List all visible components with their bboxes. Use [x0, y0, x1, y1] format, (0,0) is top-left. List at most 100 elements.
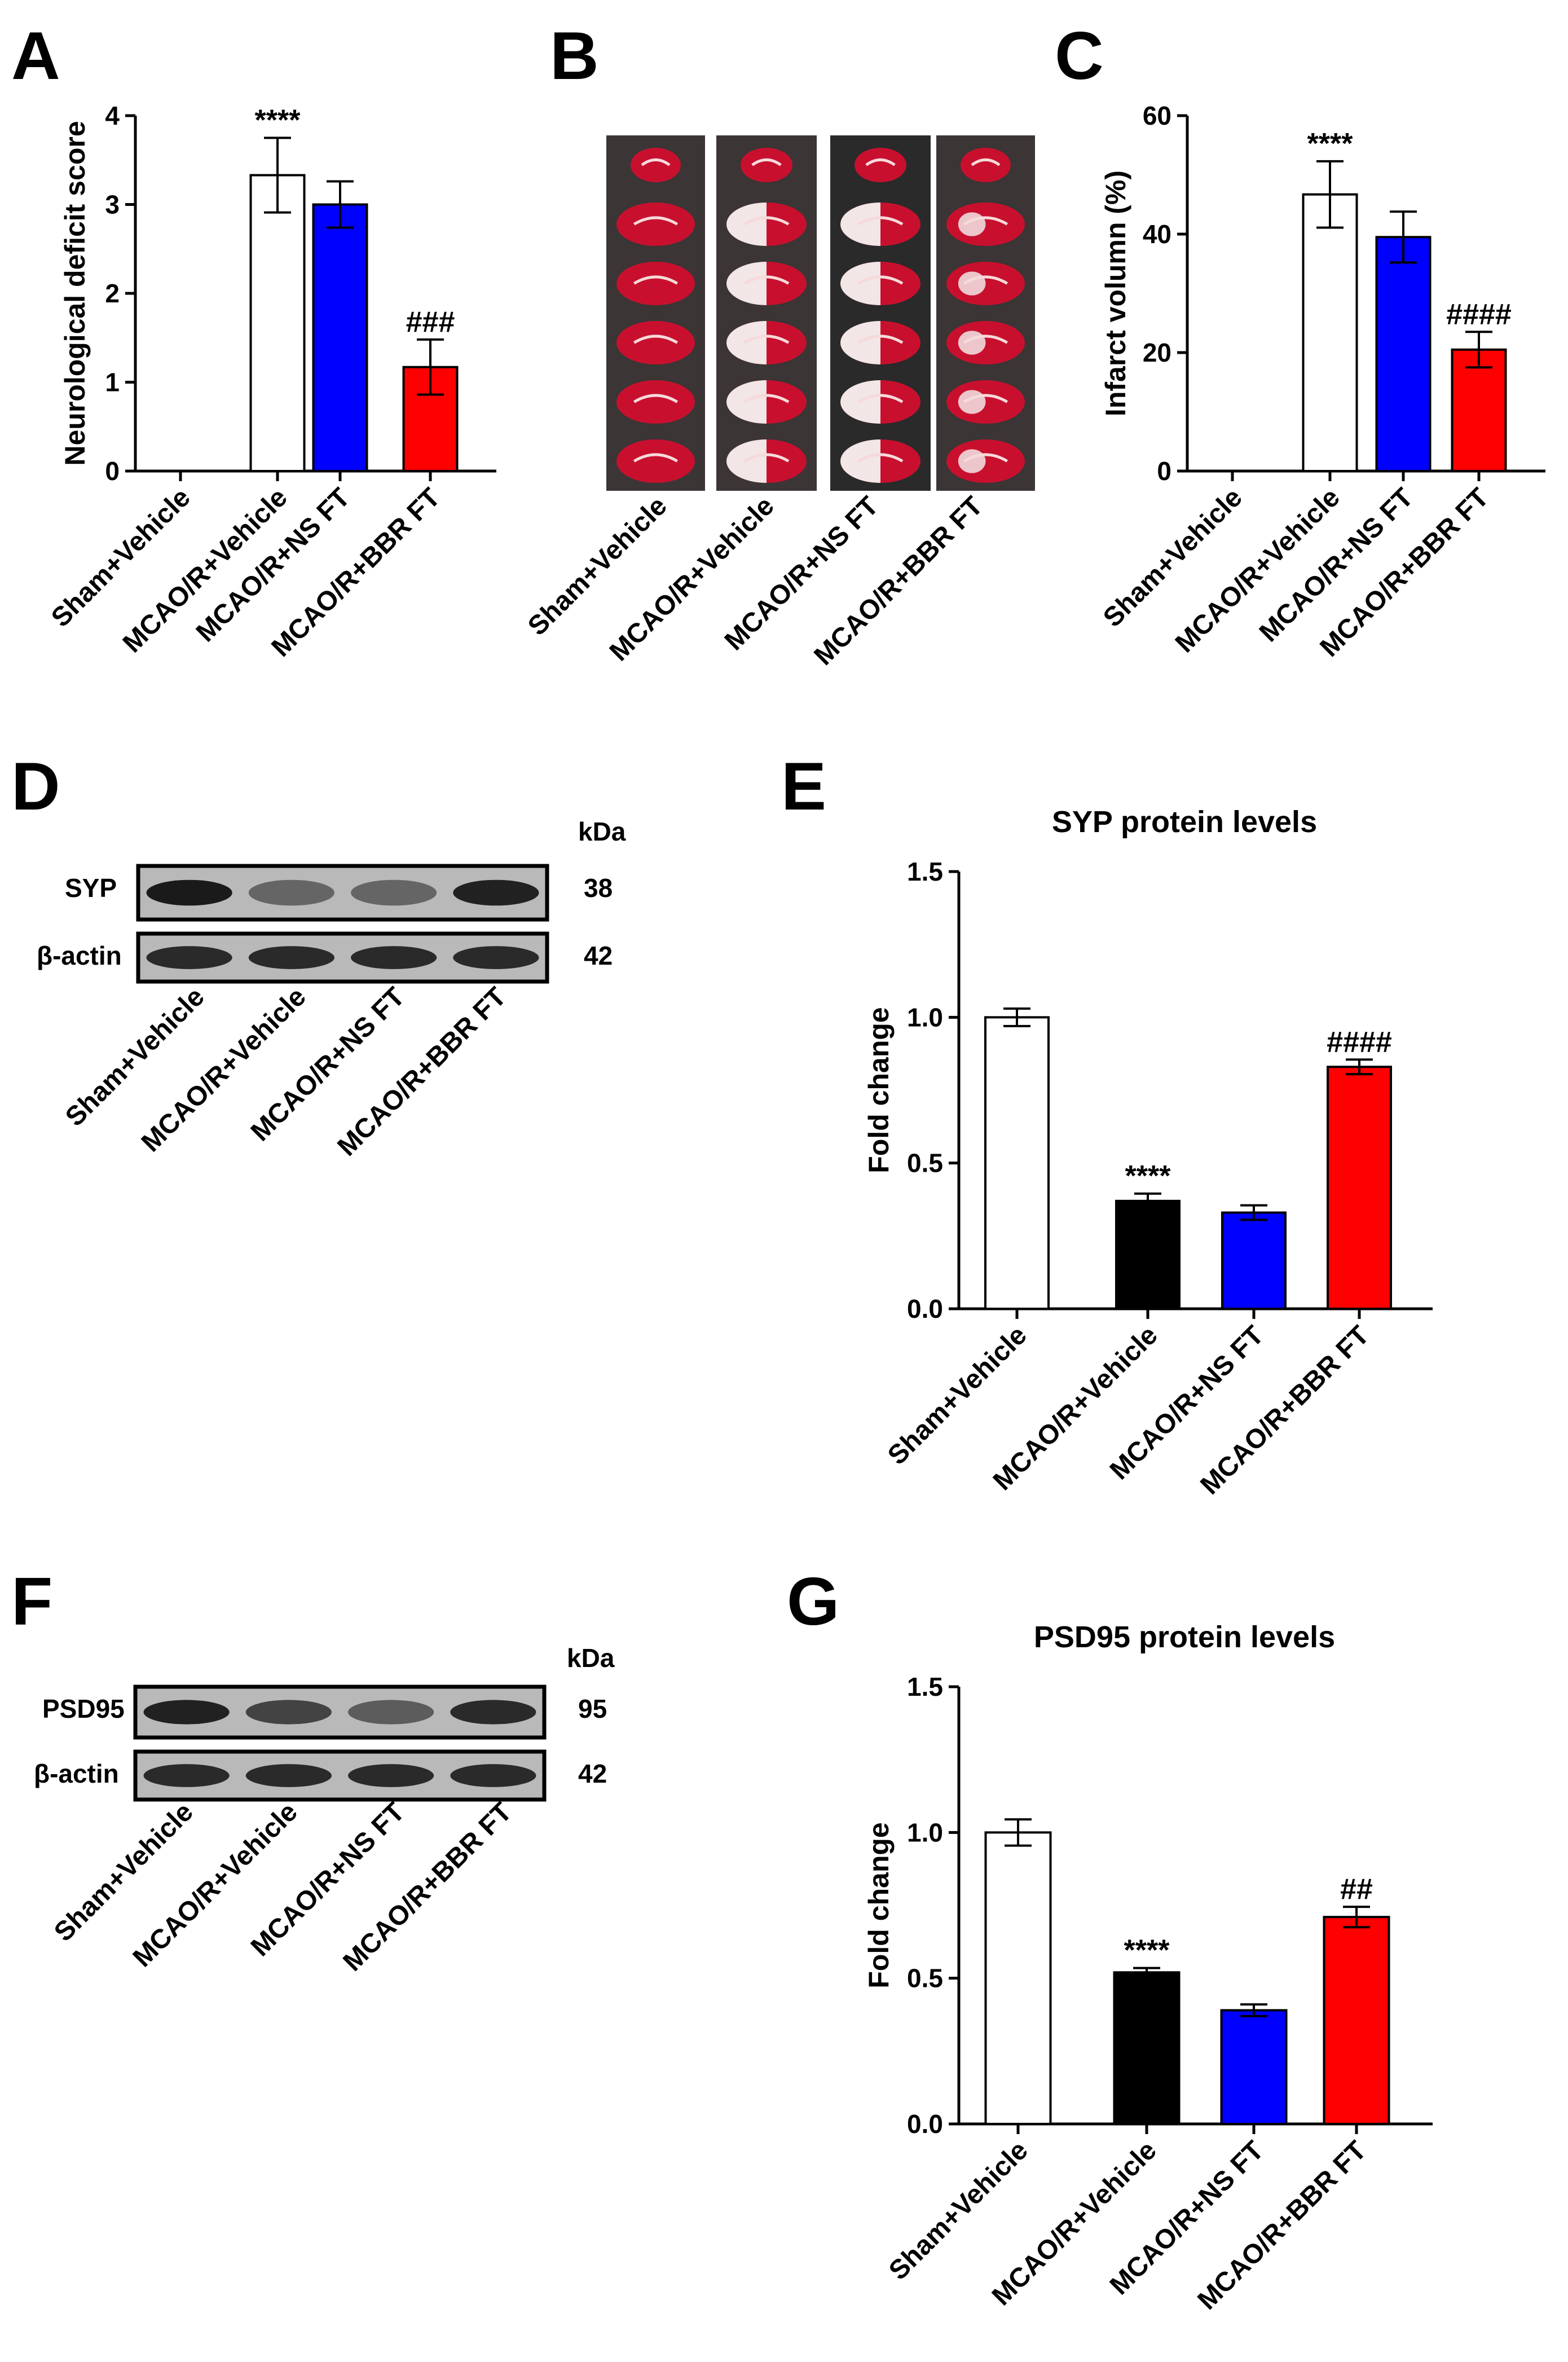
brain-slice-0-5 — [616, 439, 695, 483]
y-tick-label-a-2: 2 — [105, 279, 120, 308]
band-label-actin-f: β-actin — [34, 1759, 119, 1788]
y-tick-label-a-0: 0 — [105, 456, 120, 486]
y-tick-label-c-2: 40 — [1143, 219, 1171, 249]
bar-c-1 — [1302, 193, 1358, 472]
panel-label-d: D — [11, 749, 60, 824]
white-matter-1-0 — [751, 158, 782, 166]
white-matter-3-5 — [963, 453, 1008, 463]
bar-g-3 — [1323, 1916, 1390, 2126]
band-kda-syp: 38 — [584, 873, 613, 903]
y-tick-label-e-2: 1.0 — [907, 1002, 943, 1032]
white-matter-2-1 — [857, 216, 904, 226]
y-tick-label-e-0: 0.0 — [907, 1294, 943, 1323]
significance-e-1: **** — [1125, 1160, 1171, 1193]
blot-f-band-1-2 — [348, 1764, 434, 1787]
y-tick-label-a-4: 4 — [105, 101, 120, 130]
blot-f-band-0-0 — [143, 1700, 230, 1725]
y-tick-label-a-3: 3 — [105, 190, 120, 219]
blot-f-band-1-1 — [245, 1764, 332, 1787]
y-tick-label-g-0: 0.0 — [907, 2109, 943, 2139]
significance-a-3: ### — [406, 306, 455, 338]
y-axis-label-g: Fold change — [863, 1822, 895, 1988]
blot-d-band-1-1 — [248, 946, 334, 969]
band-label-psd95: PSD95 — [42, 1694, 125, 1723]
chart-title-e: SYP protein levels — [1052, 805, 1317, 839]
bar-e-0 — [984, 1016, 1050, 1310]
white-matter-0-2 — [633, 275, 679, 285]
significance-e-3: #### — [1327, 1026, 1392, 1058]
x-tick-label-e-0: Sham+Vehicle — [882, 1320, 1033, 1471]
band-label-actin-d: β-actin — [37, 941, 122, 970]
bar-g-1 — [1113, 1971, 1181, 2125]
brain-slice-0-1 — [616, 203, 695, 246]
panel-label-f: F — [11, 1564, 52, 1639]
y-axis-label-c: Infarct volumn (%) — [1100, 170, 1131, 416]
infarct-region-3-2 — [958, 271, 986, 296]
western-blot-f: kDa PSD95 95 β-actin 42 — [34, 1643, 615, 1802]
infarct-region-3-3 — [958, 331, 986, 355]
brain-slice-1-0 — [741, 148, 792, 182]
ttc-stained-slices — [606, 135, 1035, 491]
x-tick-label-a-3: MCAO/R+BBR FT — [266, 482, 446, 662]
y-tick-label-e-1: 0.5 — [907, 1149, 943, 1178]
white-matter-3-0 — [971, 158, 1001, 166]
panel-label-e: E — [781, 749, 826, 824]
slice-column-2 — [830, 135, 931, 491]
y-axis-label-e: Fold change — [863, 1007, 895, 1173]
x-tick-label-g-0: Sham+Vehicle — [883, 2135, 1034, 2286]
y-tick-label-c-0: 0 — [1157, 456, 1171, 486]
y-tick-label-e-3: 1.5 — [907, 857, 943, 886]
y-tick-label-g-1: 0.5 — [907, 1964, 943, 1993]
y-tick-label-c-1: 20 — [1143, 338, 1171, 367]
chart-g-psd95-levels: 0.0 0.5 1.0 1.5 Fold change PSD95 protein lev… — [863, 1620, 1433, 2316]
white-matter-3-3 — [963, 335, 1008, 344]
kda-header-d: kDa — [578, 817, 626, 846]
panel-label-c: C — [1055, 18, 1104, 94]
brain-slice-3-0 — [961, 148, 1011, 182]
blot-d-band-0-1 — [248, 879, 334, 906]
white-matter-0-5 — [633, 453, 679, 463]
bar-g-2 — [1220, 2009, 1288, 2125]
bar-a-2 — [312, 203, 368, 472]
significance-g-3: ## — [1340, 1873, 1373, 1906]
white-matter-2-5 — [857, 453, 904, 463]
blot-d-band-1-3 — [453, 946, 539, 969]
significance-a-1: **** — [255, 104, 301, 137]
white-matter-2-0 — [865, 158, 896, 166]
y-tick-label-g-3: 1.5 — [907, 1672, 943, 1701]
brain-slice-0-2 — [616, 262, 695, 305]
infarct-region-3-5 — [958, 449, 986, 473]
blot-f-band-0-3 — [450, 1700, 536, 1725]
white-matter-2-4 — [857, 394, 904, 403]
white-matter-2-2 — [857, 275, 904, 285]
blot-d-band-1-0 — [146, 946, 232, 969]
blot-d-band-0-3 — [453, 879, 539, 906]
bar-e-1 — [1115, 1199, 1181, 1310]
kda-header-f: kDa — [567, 1643, 615, 1673]
bar-e-3 — [1327, 1066, 1392, 1310]
bar-g-0 — [984, 1831, 1052, 2125]
blot-f-band-0-1 — [245, 1700, 332, 1725]
blot-f-band-1-0 — [143, 1764, 230, 1787]
brain-slice-0-0 — [631, 148, 681, 182]
white-matter-0-0 — [641, 158, 671, 166]
white-matter-1-4 — [743, 394, 790, 403]
bar-e-2 — [1221, 1211, 1287, 1310]
band-label-syp: SYP — [65, 873, 117, 903]
x-tick-label-g-3: MCAO/R+BBR FT — [1192, 2135, 1372, 2315]
panel-label-a: A — [11, 18, 60, 94]
panel-label-b: B — [550, 18, 599, 94]
slice-column-3 — [936, 135, 1035, 491]
significance-c-1: **** — [1307, 127, 1354, 160]
white-matter-3-4 — [963, 394, 1008, 403]
significance-g-1: **** — [1124, 1934, 1170, 1967]
white-matter-2-3 — [857, 335, 904, 344]
band-kda-psd95: 95 — [578, 1694, 607, 1723]
white-matter-1-3 — [743, 335, 790, 344]
